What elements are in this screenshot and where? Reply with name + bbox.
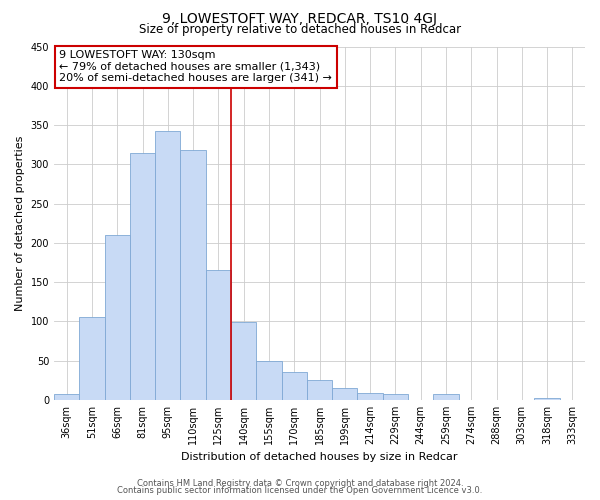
X-axis label: Distribution of detached houses by size in Redcar: Distribution of detached houses by size …: [181, 452, 458, 462]
Text: Size of property relative to detached houses in Redcar: Size of property relative to detached ho…: [139, 22, 461, 36]
Bar: [535, 398, 560, 400]
Bar: [54, 394, 79, 400]
Bar: [383, 394, 408, 400]
Text: 9, LOWESTOFT WAY, REDCAR, TS10 4GJ: 9, LOWESTOFT WAY, REDCAR, TS10 4GJ: [163, 12, 437, 26]
Bar: [79, 316, 104, 400]
Bar: [181, 150, 206, 400]
Text: Contains HM Land Registry data © Crown copyright and database right 2024.: Contains HM Land Registry data © Crown c…: [137, 478, 463, 488]
Y-axis label: Number of detached properties: Number of detached properties: [15, 136, 25, 311]
Bar: [130, 152, 155, 400]
Text: 9 LOWESTOFT WAY: 130sqm
← 79% of detached houses are smaller (1,343)
20% of semi: 9 LOWESTOFT WAY: 130sqm ← 79% of detache…: [59, 50, 332, 83]
Bar: [332, 388, 358, 400]
Bar: [307, 380, 332, 400]
Text: Contains public sector information licensed under the Open Government Licence v3: Contains public sector information licen…: [118, 486, 482, 495]
Bar: [155, 130, 181, 400]
Bar: [206, 270, 231, 400]
Bar: [231, 322, 256, 400]
Bar: [433, 394, 458, 400]
Bar: [358, 393, 383, 400]
Bar: [104, 235, 130, 400]
Bar: [281, 372, 307, 400]
Bar: [256, 360, 281, 400]
